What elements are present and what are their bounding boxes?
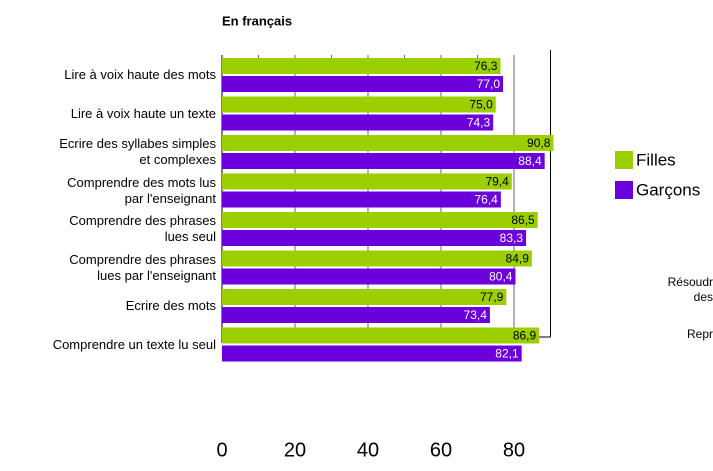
bar bbox=[222, 76, 504, 92]
data-label: 84,9 bbox=[506, 252, 530, 266]
data-label: 90,8 bbox=[527, 136, 551, 150]
data-label: 74,3 bbox=[467, 116, 491, 130]
data-label: 82,1 bbox=[495, 347, 519, 361]
bar bbox=[222, 327, 540, 344]
data-label: 88,4 bbox=[518, 154, 542, 168]
bar bbox=[222, 191, 501, 208]
bar bbox=[222, 96, 496, 113]
annotation: des bbox=[694, 290, 713, 304]
data-label: 86,5 bbox=[511, 213, 535, 227]
data-label: 80,4 bbox=[489, 270, 513, 284]
bar bbox=[222, 268, 516, 285]
data-label: 79,4 bbox=[485, 175, 509, 189]
data-label: 86,9 bbox=[513, 329, 537, 343]
y-tick-label: Comprendre des mots lus par l'enseignant bbox=[67, 174, 216, 206]
x-tick-label: 80 bbox=[503, 439, 525, 461]
legend-swatch bbox=[615, 181, 633, 199]
data-label: 76,4 bbox=[475, 193, 499, 207]
bar bbox=[222, 173, 512, 190]
x-tick-label: 20 bbox=[284, 439, 306, 461]
y-tick-label: Comprendre des phrases lues seul bbox=[69, 213, 216, 244]
annotation: Repr bbox=[687, 327, 713, 341]
y-tick-label: Lire à voix haute des mots bbox=[64, 67, 216, 82]
y-tick-label: Comprendre des phrases lues par l'enseig… bbox=[69, 251, 216, 283]
data-label: 77,9 bbox=[480, 290, 504, 304]
annotation: Résoudr bbox=[668, 275, 713, 289]
bar bbox=[222, 58, 501, 74]
bar bbox=[222, 153, 545, 169]
data-label: 76,3 bbox=[474, 59, 498, 73]
chart-title: En français bbox=[222, 13, 292, 28]
bar bbox=[222, 114, 494, 131]
bar bbox=[222, 212, 538, 228]
data-label: 77,0 bbox=[477, 77, 501, 91]
y-tick-label: Comprendre un texte lu seul bbox=[52, 336, 216, 352]
x-tick-label: 40 bbox=[357, 439, 379, 461]
legend-label: Garçons bbox=[636, 180, 700, 199]
x-tick-label: 0 bbox=[216, 439, 227, 461]
bar bbox=[222, 135, 554, 151]
x-tick-label: 60 bbox=[430, 439, 452, 461]
data-label: 75,0 bbox=[469, 98, 493, 112]
y-tick-label: Ecrire des syllabes simples et complexes bbox=[59, 136, 216, 167]
legend-swatch bbox=[615, 151, 633, 169]
y-tick-label: Ecrire des mots bbox=[125, 298, 216, 313]
bar bbox=[222, 307, 490, 323]
bar bbox=[222, 230, 527, 246]
data-label: 73,4 bbox=[464, 308, 488, 322]
bar bbox=[222, 345, 522, 362]
bar bbox=[222, 250, 532, 267]
data-label: 83,3 bbox=[500, 231, 524, 245]
bar bbox=[222, 289, 507, 305]
y-tick-label: Lire à voix haute un texte bbox=[70, 105, 216, 121]
legend-label: Filles bbox=[636, 150, 676, 169]
